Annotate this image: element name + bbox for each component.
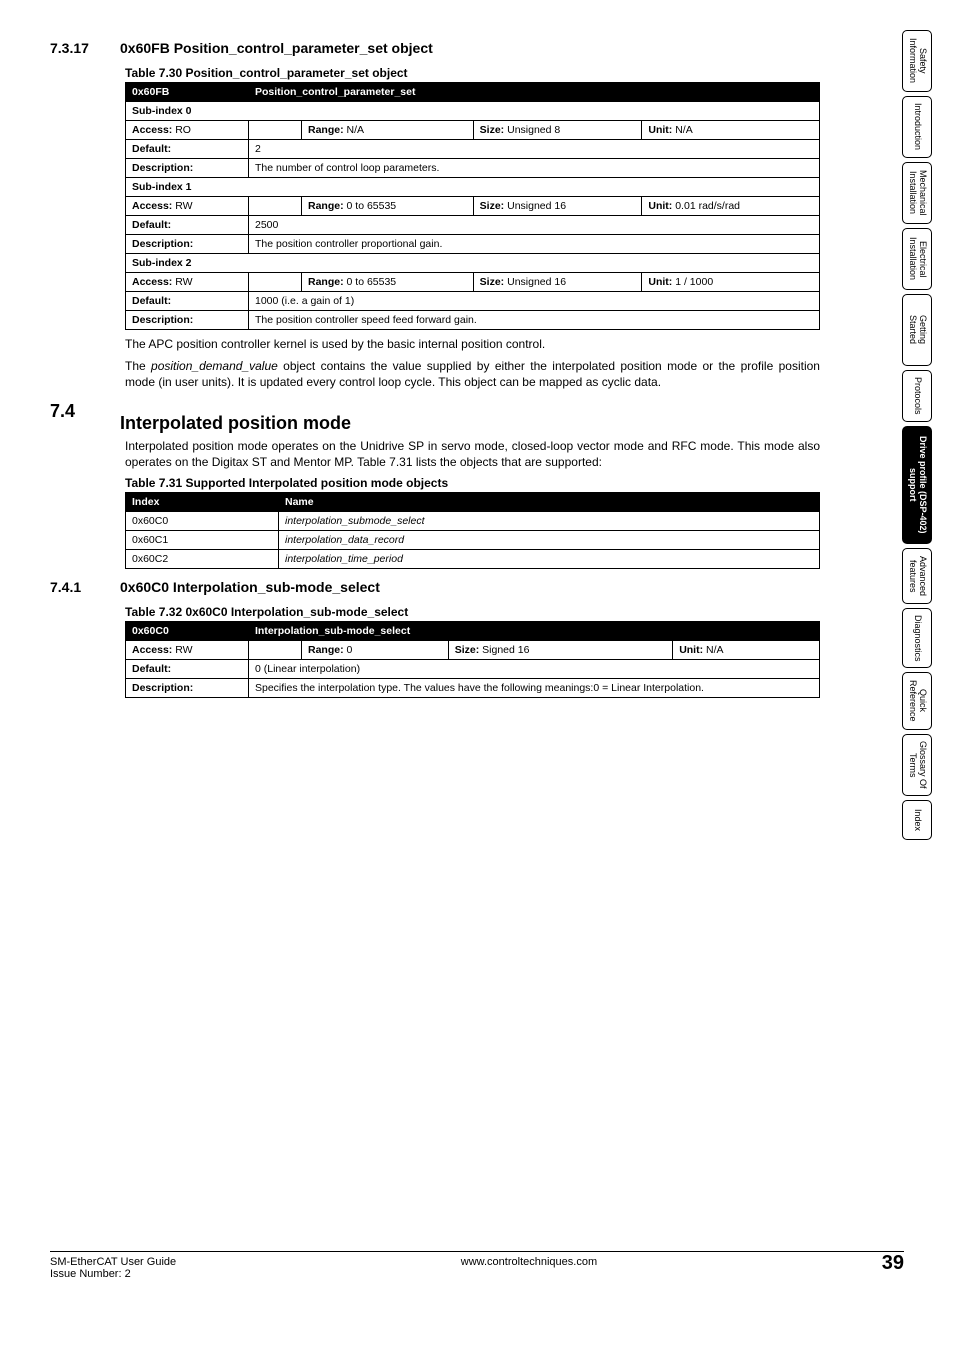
t732-range: Range: 0 — [302, 640, 449, 659]
para-apc: The APC position controller kernel is us… — [125, 336, 820, 352]
t730-sub0-header: Sub-index 0 — [126, 102, 820, 121]
side-tab[interactable]: Safety Information — [902, 30, 932, 92]
page: 7.3.17 0x60FB Position_control_parameter… — [0, 0, 954, 1300]
side-tab[interactable]: Glossary Of Terms — [902, 734, 932, 796]
content-column: 7.3.17 0x60FB Position_control_parameter… — [50, 40, 820, 698]
t732-obj-id: 0x60C0 — [126, 621, 249, 640]
t732-default: 0 (Linear interpolation) — [249, 659, 820, 678]
section-7-4-header: 7.4 Interpolated position mode — [50, 401, 820, 438]
section-7-3-17-body: Table 7.30 Position_control_parameter_se… — [125, 66, 820, 391]
t730-sub0-access: Access: RO — [126, 121, 249, 140]
t730-sub1-desc-label: Description: — [126, 235, 249, 254]
t730-sub1-header: Sub-index 1 — [126, 178, 820, 197]
t732-obj-name: Interpolation_sub-mode_select — [249, 621, 820, 640]
t730-sub1-default-label: Default: — [126, 216, 249, 235]
section-7-3-17-header: 7.3.17 0x60FB Position_control_parameter… — [50, 40, 820, 62]
t731-h-name: Name — [279, 492, 820, 511]
t732-access: Access: RW — [126, 640, 249, 659]
t730-blank — [249, 273, 302, 292]
table-7-31-caption: Table 7.31 Supported Interpolated positi… — [125, 476, 820, 490]
t730-sub0-range: Range: N/A — [302, 121, 474, 140]
table-row: 0x60C1 interpolation_data_record — [126, 530, 820, 549]
table-row: 0x60C2 interpolation_time_period — [126, 549, 820, 568]
t730-sub2-unit: Unit: 1 / 1000 — [642, 273, 820, 292]
t730-sub0-desc: The number of control loop parameters. — [249, 159, 820, 178]
section-number: 7.4 — [50, 401, 120, 422]
section-number: 7.3.17 — [50, 40, 120, 56]
t730-sub1-access: Access: RW — [126, 197, 249, 216]
side-tab[interactable]: Mechanical Installation — [902, 162, 932, 224]
side-tab[interactable]: Index — [902, 800, 932, 840]
para-position-demand: The position_demand_value object contain… — [125, 358, 820, 390]
t730-blank — [249, 197, 302, 216]
side-tab[interactable]: Introduction — [902, 96, 932, 158]
t730-sub1-default: 2500 — [249, 216, 820, 235]
t730-blank — [249, 121, 302, 140]
t730-sub1-range: Range: 0 to 65535 — [302, 197, 474, 216]
footer-left: SM-EtherCAT User Guide Issue Number: 2 — [50, 1256, 176, 1280]
t732-default-label: Default: — [126, 659, 249, 678]
t730-sub2-header: Sub-index 2 — [126, 254, 820, 273]
t730-sub0-default-label: Default: — [126, 140, 249, 159]
t730-sub0-desc-label: Description: — [126, 159, 249, 178]
t730-sub0-size: Size: Unsigned 8 — [473, 121, 642, 140]
table-7-32: 0x60C0 Interpolation_sub-mode_select Acc… — [125, 621, 820, 698]
para-7-4: Interpolated position mode operates on t… — [125, 438, 820, 470]
t730-obj-name: Position_control_parameter_set — [249, 83, 820, 102]
t730-sub0-unit: Unit: N/A — [642, 121, 820, 140]
t731-h-index: Index — [126, 492, 279, 511]
section-number: 7.4.1 — [50, 579, 120, 595]
t730-sub1-unit: Unit: 0.01 rad/s/rad — [642, 197, 820, 216]
table-7-31: Index Name 0x60C0 interpolation_submode_… — [125, 492, 820, 569]
t730-sub1-desc: The position controller proportional gai… — [249, 235, 820, 254]
t730-sub0-default: 2 — [249, 140, 820, 159]
t732-unit: Unit: N/A — [673, 640, 820, 659]
t732-blank — [249, 640, 302, 659]
section-title: 0x60FB Position_control_parameter_set ob… — [120, 40, 820, 56]
t730-sub2-desc-label: Description: — [126, 311, 249, 330]
table-row: 0x60C0 interpolation_submode_select — [126, 511, 820, 530]
t730-sub2-default-label: Default: — [126, 292, 249, 311]
side-tab[interactable]: Diagnostics — [902, 608, 932, 668]
t730-sub2-range: Range: 0 to 65535 — [302, 273, 474, 292]
side-tab[interactable]: Advanced features — [902, 548, 932, 604]
t730-sub2-access: Access: RW — [126, 273, 249, 292]
section-7-4-body: Interpolated position mode operates on t… — [125, 438, 820, 569]
side-nav-tabs: Safety Information Introduction Mechanical… — [902, 30, 934, 844]
table-7-30-caption: Table 7.30 Position_control_parameter_se… — [125, 66, 820, 80]
side-tab[interactable]: Electrical Installation — [902, 228, 932, 290]
t730-obj-id: 0x60FB — [126, 83, 249, 102]
side-tab[interactable]: Protocols — [902, 370, 932, 422]
t730-sub2-size: Size: Unsigned 16 — [473, 273, 642, 292]
side-tab[interactable]: Quick Reference — [902, 672, 932, 730]
section-7-4-1-header: 7.4.1 0x60C0 Interpolation_sub-mode_sele… — [50, 579, 820, 601]
t730-sub2-desc: The position controller speed feed forwa… — [249, 311, 820, 330]
side-tab[interactable]: Drive profile (DSP-402) support — [902, 426, 932, 544]
footer-url: www.controltechniques.com — [50, 1256, 904, 1268]
section-title: Interpolated position mode — [120, 413, 820, 434]
page-number: 39 — [882, 1252, 904, 1275]
side-tab[interactable]: Getting Started — [902, 294, 932, 366]
table-7-30: 0x60FB Position_control_parameter_set Su… — [125, 82, 820, 330]
t732-desc-label: Description: — [126, 678, 249, 697]
t730-sub1-size: Size: Unsigned 16 — [473, 197, 642, 216]
t730-sub2-default: 1000 (i.e. a gain of 1) — [249, 292, 820, 311]
section-title: 0x60C0 Interpolation_sub-mode_select — [120, 579, 820, 595]
page-footer: 39 SM-EtherCAT User Guide Issue Number: … — [50, 1251, 904, 1280]
t732-size: Size: Signed 16 — [448, 640, 672, 659]
section-7-4-1-body: Table 7.32 0x60C0 Interpolation_sub-mode… — [125, 605, 820, 698]
t732-desc: Specifies the interpolation type. The va… — [249, 678, 820, 697]
table-7-32-caption: Table 7.32 0x60C0 Interpolation_sub-mode… — [125, 605, 820, 619]
